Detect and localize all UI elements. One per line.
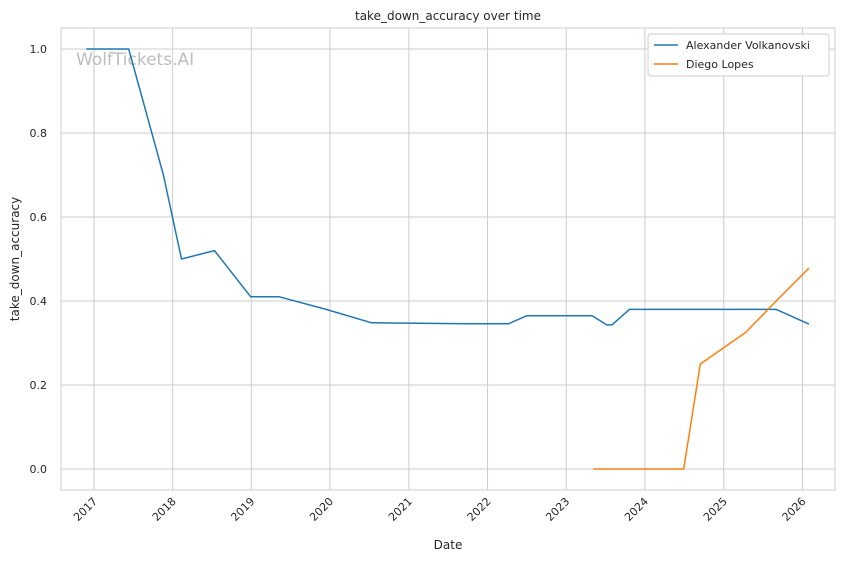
legend-label: Alexander Volkanovski — [686, 39, 810, 52]
series-layer — [86, 48, 810, 470]
x-tick-label: 2024 — [622, 495, 651, 524]
y-tick-label: 0.8 — [30, 127, 48, 140]
x-tick-label: 2023 — [543, 495, 572, 524]
watermark: WolfTickets.AI — [76, 50, 194, 70]
x-tick-label: 2019 — [228, 495, 257, 524]
plot-area — [60, 27, 836, 491]
y-axis-ticks: 0.0 0.2 0.4 0.6 0.8 1.0 — [30, 43, 48, 476]
x-tick-label: 2018 — [150, 495, 179, 524]
series-line — [86, 48, 810, 326]
legend-label: Diego Lopes — [686, 58, 754, 71]
x-tick-label: 2017 — [71, 495, 100, 524]
y-tick-label: 0.4 — [30, 295, 48, 308]
x-tick-label: 2022 — [465, 495, 494, 524]
x-axis-label: Date — [434, 538, 463, 552]
legend: Alexander Volkanovski Diego Lopes — [647, 33, 830, 77]
grid — [61, 28, 835, 490]
y-tick-label: 0.6 — [30, 211, 48, 224]
x-tick-label: 2020 — [307, 495, 336, 524]
y-tick-label: 1.0 — [30, 43, 48, 56]
x-tick-label: 2021 — [386, 495, 415, 524]
x-tick-label: 2026 — [780, 495, 809, 524]
x-axis-ticks: 2017 2018 2019 2020 2021 2022 2023 2024 2025 2026 — [71, 495, 808, 524]
y-tick-label: 0.0 — [30, 463, 48, 476]
y-tick-label: 0.2 — [30, 379, 48, 392]
chart-title: take_down_accuracy over time — [355, 9, 541, 23]
series-line — [593, 267, 810, 470]
x-tick-label: 2025 — [701, 495, 730, 524]
y-axis-label: take_down_accuracy — [8, 197, 22, 321]
legend-box — [647, 33, 830, 77]
